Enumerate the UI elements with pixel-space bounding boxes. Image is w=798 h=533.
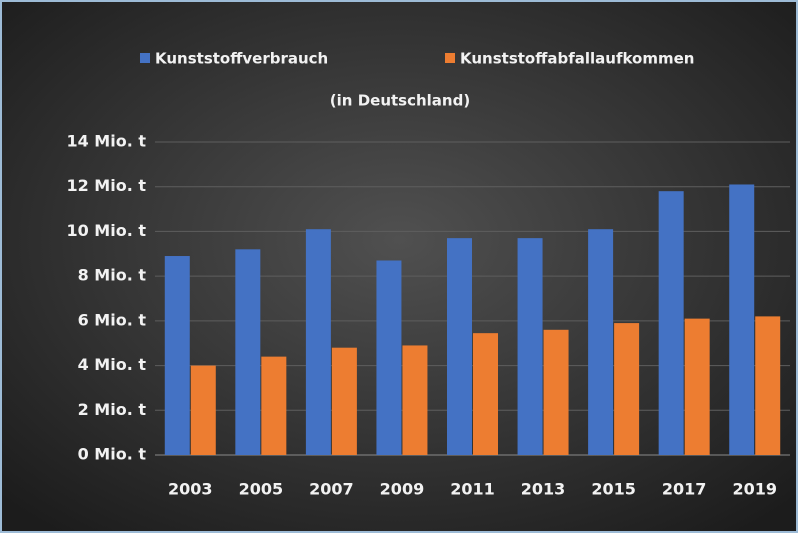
y-tick-label: 14 Mio. t <box>66 132 146 151</box>
y-tick-label: 4 Mio. t <box>78 355 147 374</box>
x-tick-label: 2003 <box>168 480 213 499</box>
y-tick-label: 8 Mio. t <box>78 266 147 285</box>
bar <box>164 256 190 455</box>
y-tick-label: 6 Mio. t <box>78 310 147 329</box>
legend-swatch <box>140 53 150 63</box>
x-tick-label: 2009 <box>380 480 425 499</box>
legend-swatch <box>445 53 455 63</box>
x-tick-label: 2011 <box>450 480 495 499</box>
bar <box>755 316 781 455</box>
x-tick-label: 2019 <box>732 480 777 499</box>
bar <box>614 323 640 455</box>
chart-subtitle: (in Deutschland) <box>330 92 470 110</box>
x-tick-label: 2013 <box>521 480 566 499</box>
bar <box>729 184 755 455</box>
bar <box>305 229 331 455</box>
bar <box>190 365 216 455</box>
bar <box>261 356 287 455</box>
bar <box>376 260 402 455</box>
bar <box>331 347 357 455</box>
bar <box>447 238 472 455</box>
legend-label: Kunststoffverbrauch <box>155 50 328 68</box>
bar <box>658 191 684 455</box>
bar <box>543 329 569 455</box>
legend-label: Kunststoffabfallaufkommen <box>460 50 694 68</box>
x-tick-label: 2015 <box>591 480 636 499</box>
y-tick-label: 2 Mio. t <box>78 400 147 419</box>
y-tick-label: 10 Mio. t <box>66 221 146 240</box>
x-tick-label: 2007 <box>309 480 354 499</box>
bar <box>402 345 428 455</box>
bar <box>235 249 261 455</box>
x-tick-label: 2005 <box>239 480 284 499</box>
bar <box>473 333 498 455</box>
y-tick-label: 12 Mio. t <box>66 176 146 195</box>
x-tick-label: 2017 <box>662 480 707 499</box>
bar <box>684 318 710 455</box>
bar <box>588 229 614 455</box>
y-tick-label: 0 Mio. t <box>78 445 147 464</box>
bar <box>517 238 543 455</box>
